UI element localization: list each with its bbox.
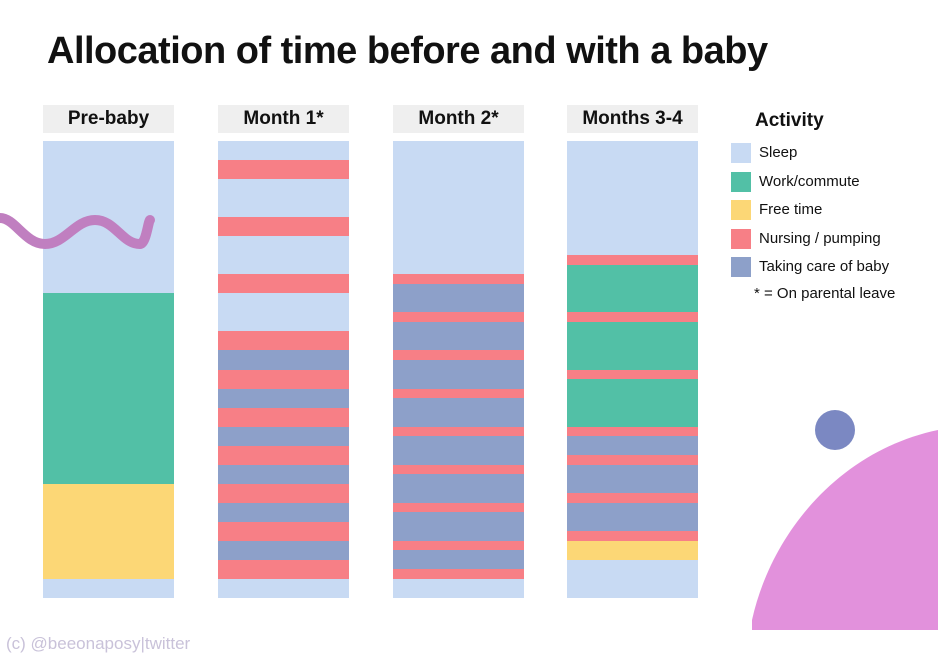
segment-nursing: [218, 331, 349, 350]
segment-nursing: [218, 408, 349, 427]
segment-nursing: [218, 274, 349, 293]
segment-nursing: [218, 522, 349, 541]
legend-label-work: Work/commute: [759, 173, 860, 190]
legend-swatch-sleep: [731, 143, 751, 163]
segment-nursing: [393, 350, 524, 360]
segment-nursing: [218, 446, 349, 465]
legend-label-baby: Taking care of baby: [759, 258, 890, 275]
stacked-column-month-1: [218, 141, 349, 598]
segment-sleep: [43, 579, 174, 598]
segment-nursing: [567, 455, 698, 465]
segment-baby: [218, 350, 349, 370]
segment-work: [43, 293, 174, 484]
segment-baby: [218, 465, 349, 484]
segment-sleep: [218, 236, 349, 274]
segment-sleep: [393, 579, 524, 598]
column-header-months-3-4: Months 3-4: [567, 105, 698, 133]
segment-nursing: [393, 427, 524, 436]
segment-nursing: [393, 312, 524, 322]
segment-baby: [393, 398, 524, 427]
column-header-month-2: Month 2*: [393, 105, 524, 133]
decorative-wave-icon: [0, 213, 155, 250]
segment-nursing: [567, 312, 698, 322]
legend-swatch-free: [731, 200, 751, 220]
chart-title: Allocation of time before and with a bab…: [47, 30, 768, 72]
segment-baby: [567, 465, 698, 493]
segment-work: [567, 265, 698, 312]
stacked-column-pre-baby: [43, 141, 174, 598]
legend-label-sleep: Sleep: [759, 144, 798, 161]
segment-nursing: [218, 484, 349, 503]
column-header-pre-baby: Pre-baby: [43, 105, 174, 133]
segment-baby: [393, 512, 524, 541]
segment-sleep: [567, 141, 698, 255]
segment-sleep: [218, 141, 349, 160]
decorative-dot-icon: [815, 410, 855, 450]
segment-work: [567, 379, 698, 427]
segment-baby: [393, 550, 524, 569]
legend-label-free: Free time: [759, 201, 823, 218]
segment-nursing: [218, 560, 349, 579]
segment-work: [567, 322, 698, 370]
segment-nursing: [393, 274, 524, 284]
segment-sleep: [393, 141, 524, 274]
legend-swatch-work: [731, 172, 751, 192]
segment-nursing: [218, 217, 349, 236]
decorative-blob-icon: [752, 430, 938, 630]
segment-baby: [218, 541, 349, 560]
credit-text: (c) @beeonaposy|twitter: [6, 634, 191, 653]
segment-nursing: [218, 160, 349, 179]
stacked-column-months-3-4: [567, 141, 698, 598]
segment-nursing: [567, 255, 698, 265]
segment-baby: [567, 436, 698, 455]
segment-baby: [393, 284, 524, 312]
segment-nursing: [567, 370, 698, 379]
segment-nursing: [393, 503, 524, 512]
segment-nursing: [567, 427, 698, 436]
segment-nursing: [393, 569, 524, 579]
segment-nursing: [218, 370, 349, 389]
segment-nursing: [393, 389, 524, 398]
segment-baby: [567, 503, 698, 531]
segment-sleep: [567, 560, 698, 598]
legend-label-nursing: Nursing / pumping: [759, 230, 881, 247]
legend-swatch-baby: [731, 257, 751, 277]
stacked-column-month-2: [393, 141, 524, 598]
legend-swatch-nursing: [731, 229, 751, 249]
segment-nursing: [567, 493, 698, 503]
legend-footnote: * = On parental leave: [754, 285, 896, 302]
segment-baby: [218, 389, 349, 408]
legend-title: Activity: [755, 110, 824, 131]
segment-free: [43, 484, 174, 579]
segment-nursing: [393, 465, 524, 474]
segment-sleep: [218, 179, 349, 217]
segment-sleep: [218, 293, 349, 331]
segment-nursing: [393, 541, 524, 550]
column-header-month-1: Month 1*: [218, 105, 349, 133]
segment-baby: [393, 436, 524, 465]
segment-nursing: [567, 531, 698, 541]
segment-sleep: [218, 579, 349, 598]
segment-baby: [393, 474, 524, 503]
segment-baby: [393, 360, 524, 389]
segment-free: [567, 541, 698, 560]
segment-baby: [218, 427, 349, 446]
segment-baby: [218, 503, 349, 522]
segment-baby: [393, 322, 524, 350]
